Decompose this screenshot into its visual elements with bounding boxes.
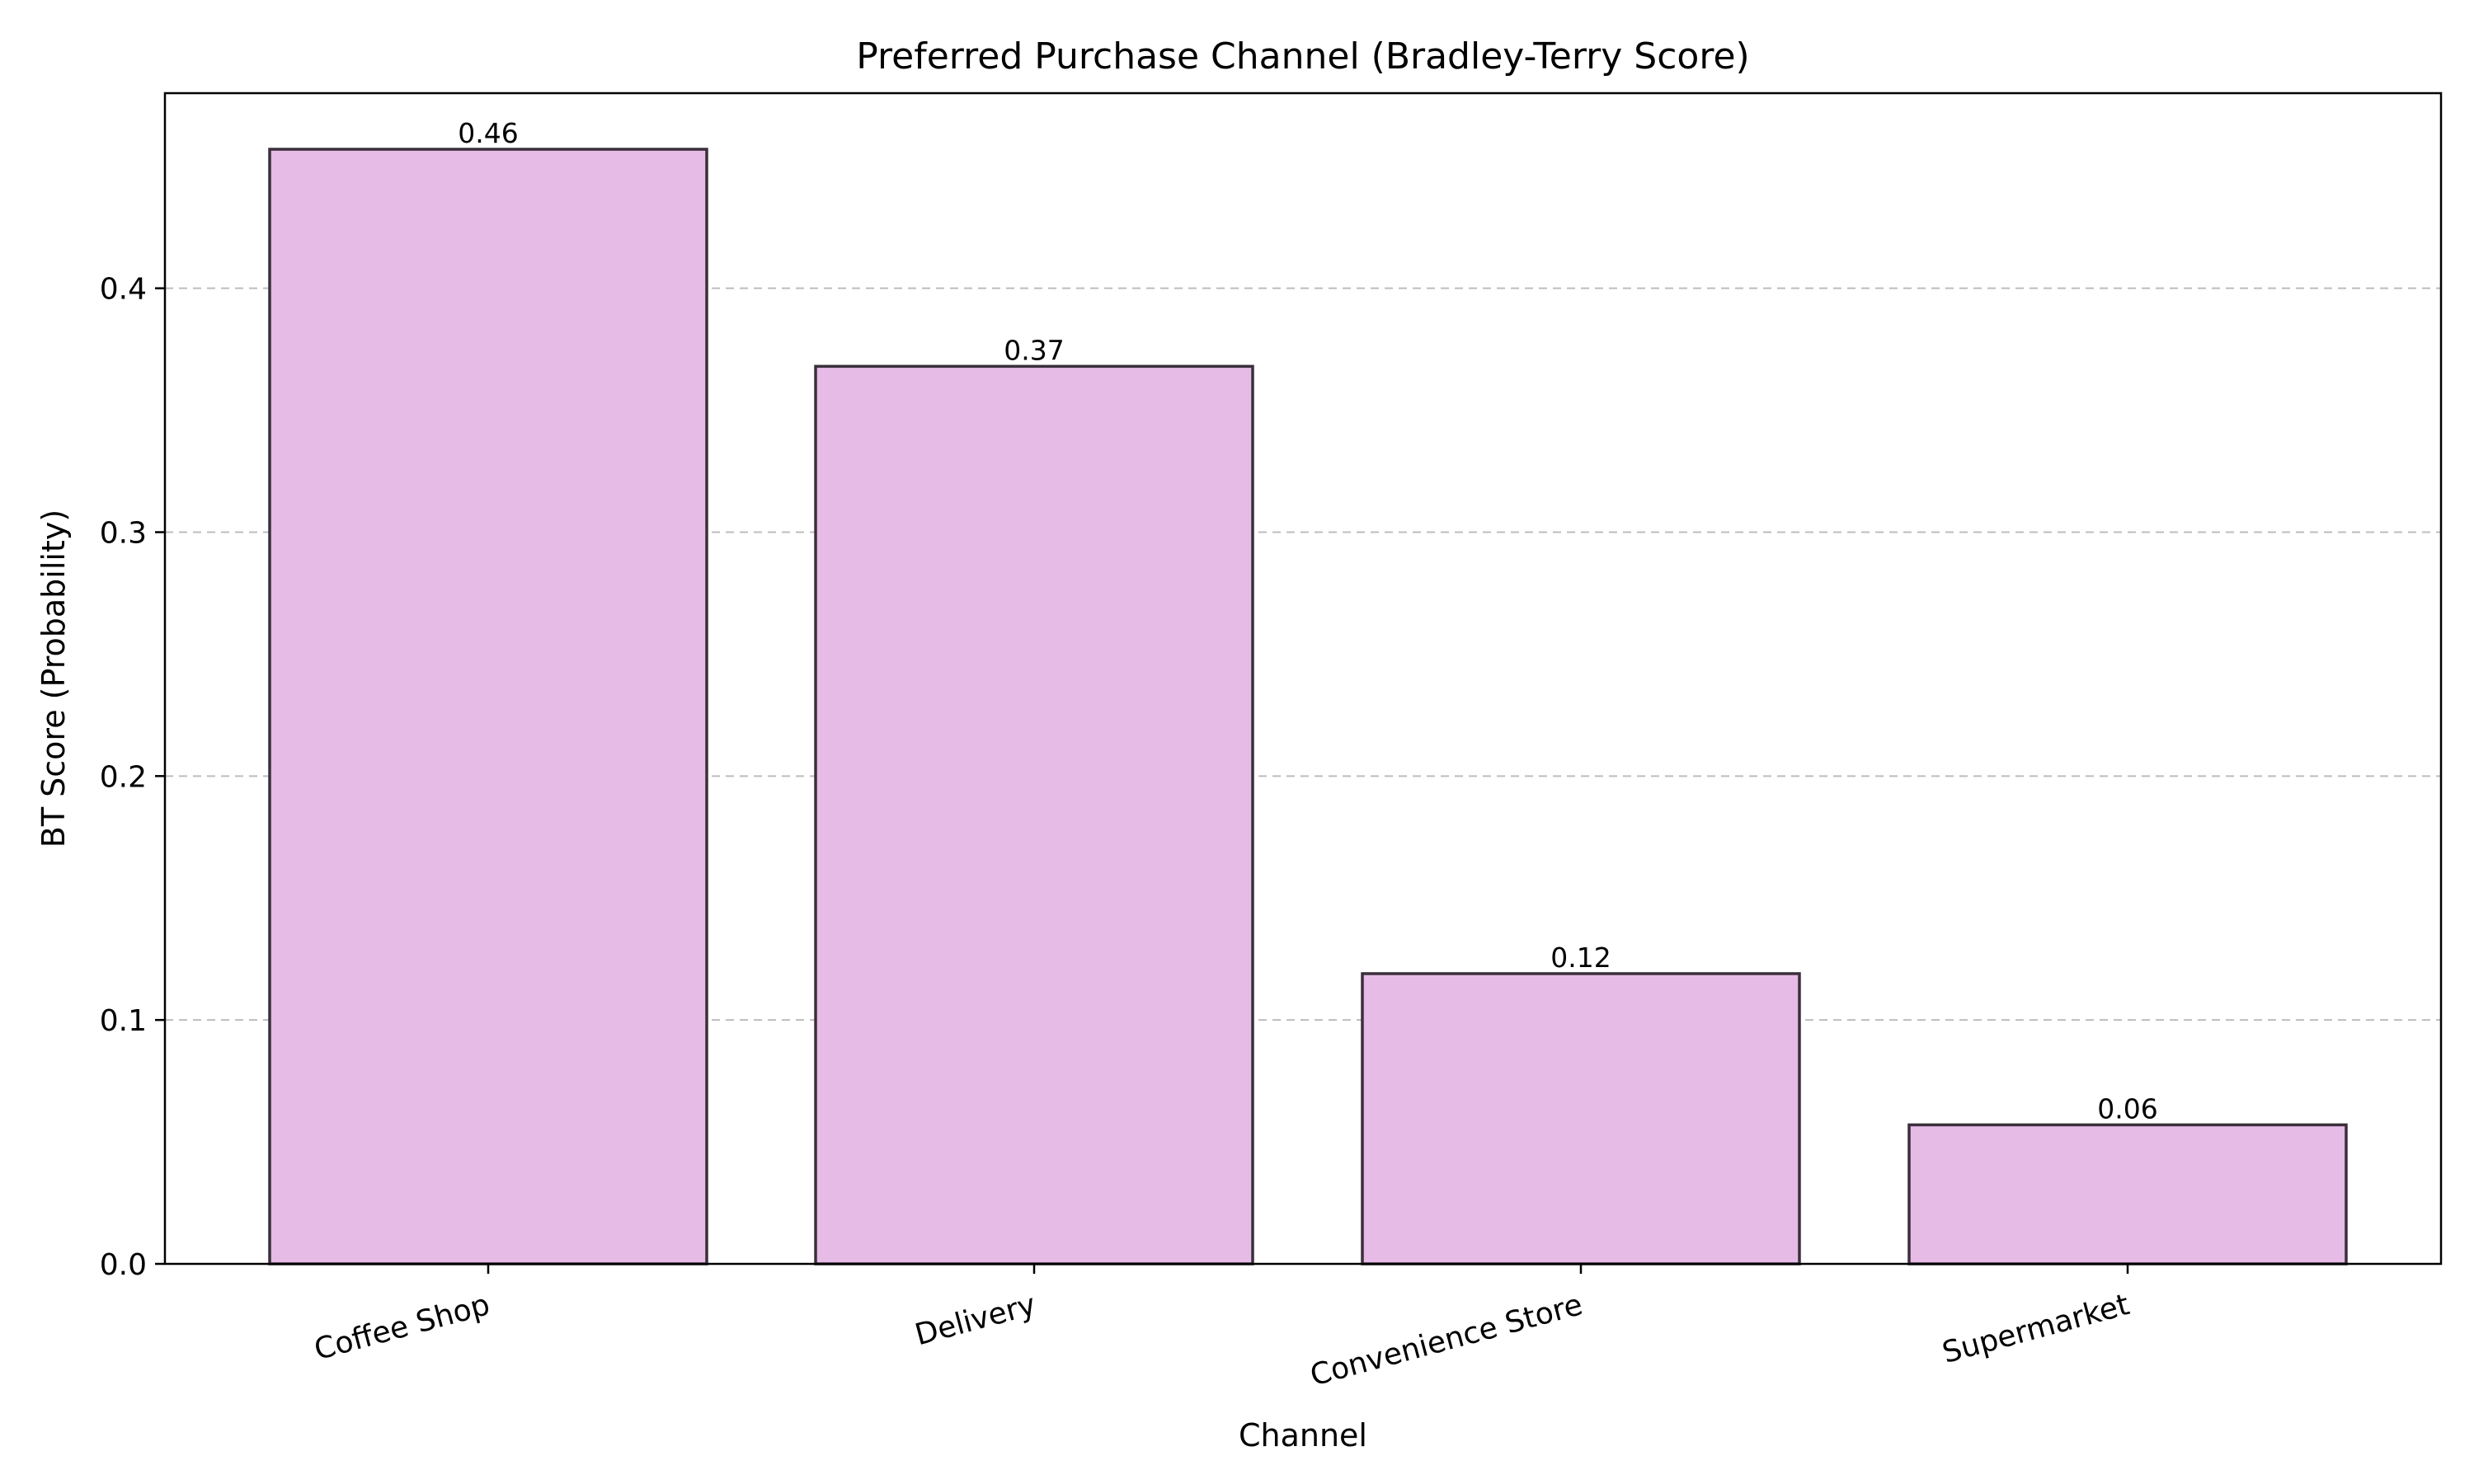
plot-frame — [163, 92, 2443, 1266]
bar-convenience-store — [1361, 972, 1801, 1266]
bar-supermarket — [1907, 1123, 2348, 1266]
bar-value-label: 0.46 — [458, 117, 518, 149]
bar-value-label: 0.37 — [1004, 334, 1064, 366]
bar-layer: 0.46 0.37 0.12 0.06 — [268, 117, 2348, 1266]
x-tick-label: Delivery — [911, 1288, 1039, 1352]
y-tick-label: 0.2 — [100, 760, 147, 794]
x-tick-label: Coffee Shop — [311, 1288, 493, 1367]
x-tick-label: Convenience Store — [1307, 1288, 1587, 1393]
bar-value-label: 0.12 — [1550, 942, 1611, 974]
y-tick-label: 0.3 — [100, 517, 147, 551]
bar-coffee-shop — [268, 148, 708, 1266]
y-tick-label: 0.1 — [100, 1004, 147, 1038]
chart-title: Preferred Purchase Channel (Bradley-Terr… — [856, 35, 1749, 77]
y-axis-label: BT Score (Probability) — [35, 510, 72, 848]
y-tick-label: 0.0 — [100, 1248, 147, 1282]
x-axis-label: Channel — [1239, 1417, 1367, 1453]
x-tick-label: Supermarket — [1939, 1288, 2133, 1370]
bar-delivery — [814, 364, 1254, 1266]
y-tick-label: 0.4 — [100, 273, 147, 307]
bar-value-label: 0.06 — [2097, 1092, 2157, 1125]
